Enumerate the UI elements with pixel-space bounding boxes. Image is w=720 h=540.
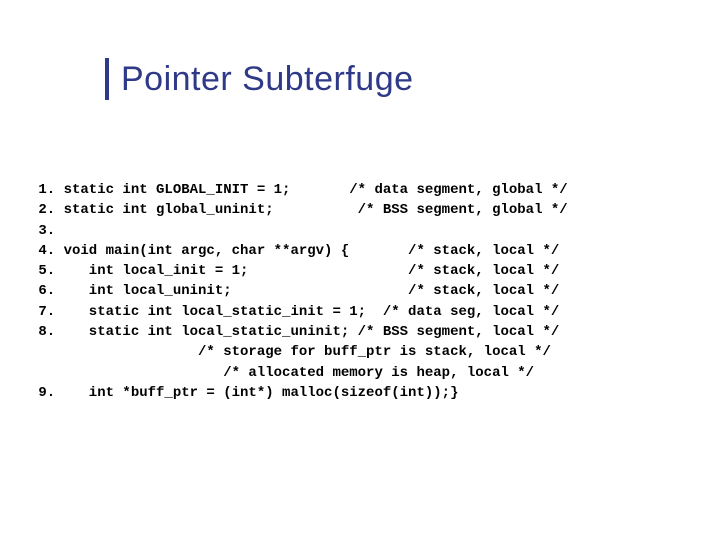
slide-title: Pointer Subterfuge — [121, 60, 414, 99]
code-line: /* allocated memory is heap, local */ — [30, 365, 534, 381]
code-line: 1. static int GLOBAL_INIT = 1; /* data s… — [30, 182, 568, 198]
code-line: 4. void main(int argc, char **argv) { /*… — [30, 243, 559, 259]
code-block: 1. static int GLOBAL_INIT = 1; /* data s… — [30, 180, 700, 403]
code-line: 7. static int local_static_init = 1; /* … — [30, 304, 559, 320]
code-line: 9. int *buff_ptr = (int*) malloc(sizeof(… — [30, 385, 458, 401]
code-line: 8. static int local_static_uninit; /* BS… — [30, 324, 559, 340]
slide-container: Pointer Subterfuge 1. static int GLOBAL_… — [0, 0, 720, 540]
title-wrap: Pointer Subterfuge — [105, 58, 414, 100]
accent-bar — [105, 58, 109, 100]
code-line: 6. int local_uninit; /* stack, local */ — [30, 283, 559, 299]
code-line: /* storage for buff_ptr is stack, local … — [30, 344, 551, 360]
code-line: 3. — [30, 223, 55, 239]
code-line: 2. static int global_uninit; /* BSS segm… — [30, 202, 568, 218]
code-line: 5. int local_init = 1; /* stack, local *… — [30, 263, 559, 279]
